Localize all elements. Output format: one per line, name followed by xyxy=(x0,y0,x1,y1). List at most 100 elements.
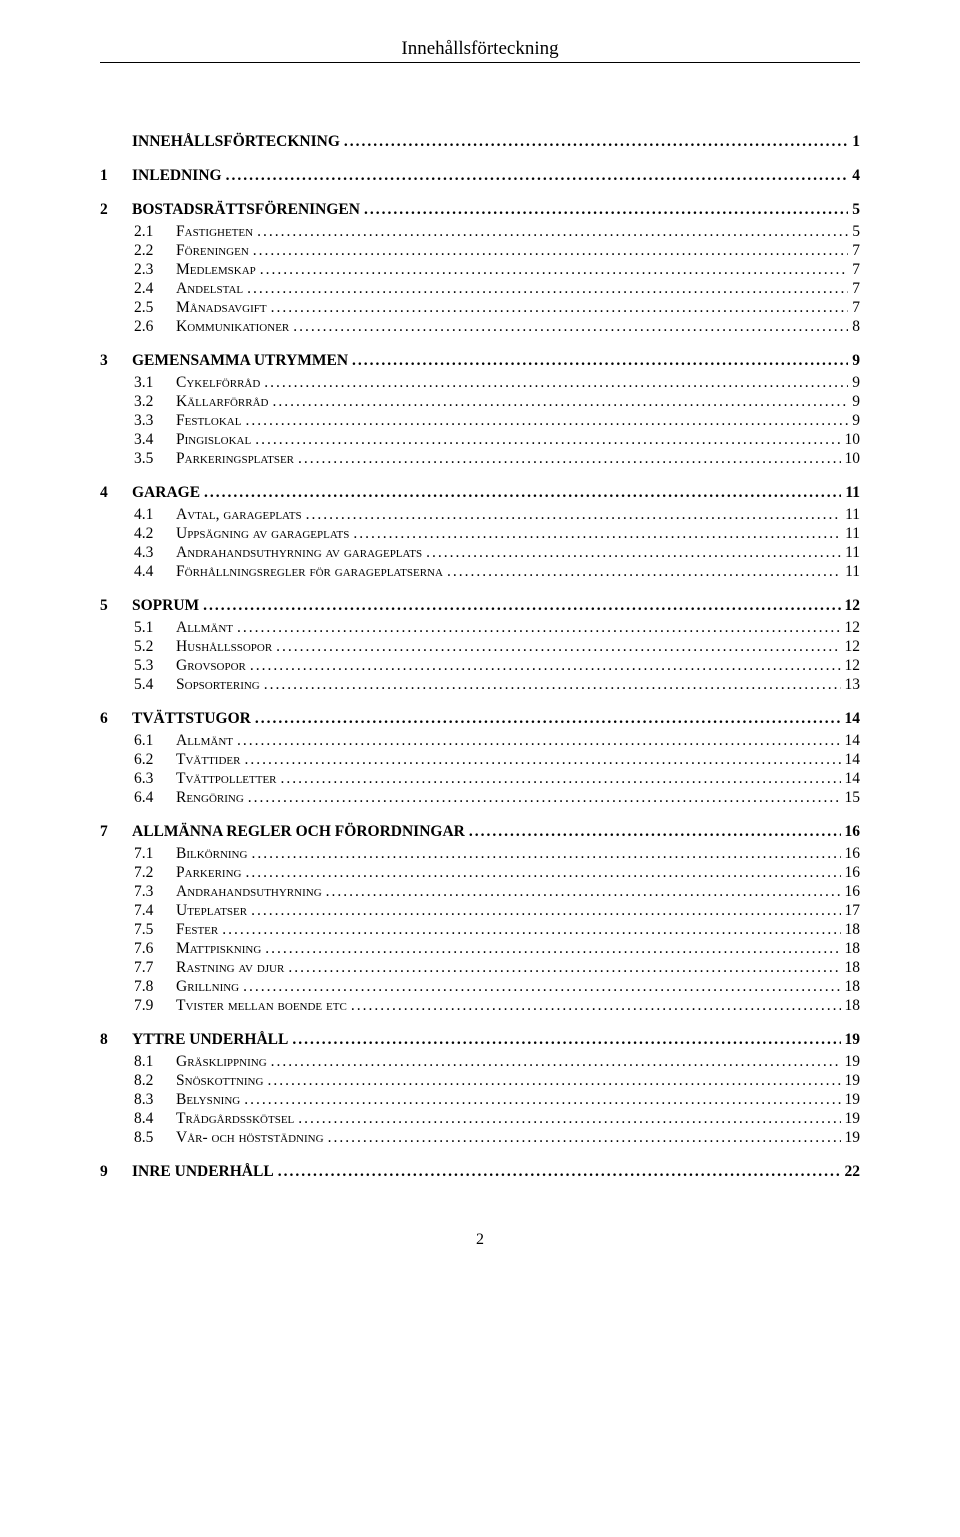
toc-entry-number: 2.2 xyxy=(134,242,170,260)
toc-entry-number: 3.2 xyxy=(134,393,170,411)
toc-entry: 8.1Gräsklippning19 xyxy=(100,1053,860,1071)
toc-leader-dots xyxy=(204,484,841,502)
toc-entry-page: 19 xyxy=(845,1072,861,1090)
toc-entry: 4.1Avtal, garageplats11 xyxy=(100,506,860,524)
toc-entry: 3.5 Parkeringsplatser 10 xyxy=(100,450,860,468)
toc-entry: 7.9Tvister mellan boende etc18 xyxy=(100,997,860,1015)
toc-entry-label: Festlokal xyxy=(176,412,241,430)
toc-entry-number: 5.4 xyxy=(134,676,170,694)
toc-entry-page: 11 xyxy=(845,544,860,562)
toc-entry: 7.6Mattpiskning18 xyxy=(100,940,860,958)
toc-entry-page: 11 xyxy=(845,525,860,543)
toc-entry-number: 3.5 xyxy=(134,450,170,468)
toc-entry-label: Parkeringsplatser xyxy=(176,450,294,468)
toc-entry-label: Pingislokal xyxy=(176,431,251,449)
toc-entry-number: 5.2 xyxy=(134,638,170,656)
toc-entry-page: 11 xyxy=(845,563,860,581)
table-of-contents: INNEHÅLLSFÖRTECKNING11INLEDNING42BOSTADS… xyxy=(100,133,860,1181)
toc-leader-dots xyxy=(271,299,849,317)
toc-entry-label: Fester xyxy=(176,921,218,939)
toc-entry-page: 9 xyxy=(852,412,860,430)
toc-leader-dots xyxy=(281,770,841,788)
toc-entry-page: 18 xyxy=(845,978,861,996)
toc-entry-page: 8 xyxy=(852,318,860,336)
toc-leader-dots xyxy=(344,133,848,151)
toc-leader-dots xyxy=(298,1110,840,1128)
toc-entry-label: Belysning xyxy=(176,1091,240,1109)
toc-leader-dots xyxy=(298,450,840,468)
toc-entry-label: Tvättpolletter xyxy=(176,770,277,788)
toc-leader-dots xyxy=(250,657,841,675)
toc-entry-number: 5.3 xyxy=(134,657,170,675)
toc-entry-page: 14 xyxy=(845,732,861,750)
toc-entry-page: 12 xyxy=(845,657,861,675)
toc-entry-page: 11 xyxy=(845,484,860,502)
toc-leader-dots xyxy=(264,374,848,392)
toc-entry-page: 16 xyxy=(845,864,861,882)
toc-entry: 7.2Parkering16 xyxy=(100,864,860,882)
toc-entry-label: Uppsägning av garageplats xyxy=(176,525,349,543)
toc-entry-label: Hushållssopor xyxy=(176,638,272,656)
toc-entry-page: 19 xyxy=(845,1091,861,1109)
toc-entry-page: 5 xyxy=(852,223,860,241)
toc-entry: 8.5Vår- och höststädning19 xyxy=(100,1129,860,1147)
toc-entry-number: 6.2 xyxy=(134,751,170,769)
toc-entry-number: 7.5 xyxy=(134,921,170,939)
toc-entry: 7.4Uteplatser17 xyxy=(100,902,860,920)
toc-entry-number: 4.2 xyxy=(134,525,170,543)
toc-entry: 3.1Cykelförråd9 xyxy=(100,374,860,392)
toc-entry: 4.3Andrahandsuthyrning av garageplats11 xyxy=(100,544,860,562)
toc-entry-label: BOSTADSRÄTTSFÖRENINGEN xyxy=(132,201,360,219)
toc-entry: 4GARAGE11 xyxy=(100,484,860,502)
toc-entry: INNEHÅLLSFÖRTECKNING1 xyxy=(100,133,860,151)
toc-entry-number: 8.1 xyxy=(134,1053,170,1071)
toc-entry-label: ALLMÄNNA REGLER OCH FÖRORDNINGAR xyxy=(132,823,465,841)
toc-entry-page: 10 xyxy=(845,450,861,468)
toc-leader-dots xyxy=(326,883,841,901)
toc-entry: 6.4Rengöring15 xyxy=(100,789,860,807)
toc-entry-label: Medlemskap xyxy=(176,261,256,279)
toc-leader-dots xyxy=(255,710,841,728)
toc-entry-number: 2.6 xyxy=(134,318,170,336)
toc-leader-dots xyxy=(245,412,848,430)
toc-entry-number: 2.5 xyxy=(134,299,170,317)
toc-leader-dots xyxy=(203,597,840,615)
toc-entry-label: Allmänt xyxy=(176,732,233,750)
toc-entry-number: 6.1 xyxy=(134,732,170,750)
toc-leader-dots xyxy=(244,1091,840,1109)
toc-entry-page: 14 xyxy=(845,770,861,788)
toc-entry-number: 2.4 xyxy=(134,280,170,298)
toc-leader-dots xyxy=(364,201,848,219)
toc-entry-page: 1 xyxy=(852,133,860,151)
toc-leader-dots xyxy=(426,544,841,562)
toc-entry: 2.6 Kommunikationer 8 xyxy=(100,318,860,336)
toc-entry: 8.4Trädgårdsskötsel19 xyxy=(100,1110,860,1128)
toc-entry-label: Grillning xyxy=(176,978,239,996)
toc-leader-dots xyxy=(271,1053,841,1071)
toc-leader-dots xyxy=(253,242,848,260)
toc-entry: 1INLEDNING4 xyxy=(100,167,860,185)
toc-entry-label: Källarförråd xyxy=(176,393,268,411)
toc-leader-dots xyxy=(226,167,849,185)
toc-entry-page: 22 xyxy=(845,1163,861,1181)
toc-entry: 2.2Föreningen7 xyxy=(100,242,860,260)
toc-leader-dots xyxy=(288,959,840,977)
toc-entry-label: Kommunikationer xyxy=(176,318,289,336)
toc-leader-dots xyxy=(257,223,848,241)
toc-leader-dots xyxy=(276,638,840,656)
toc-leader-dots xyxy=(278,1163,841,1181)
toc-entry: 3GEMENSAMMA UTRYMMEN9 xyxy=(100,352,860,370)
toc-entry-label: GEMENSAMMA UTRYMMEN xyxy=(132,352,348,370)
toc-entry-label: SOPRUM xyxy=(132,597,199,615)
toc-entry: 6.1 Allmänt 14 xyxy=(100,732,860,750)
toc-entry-page: 10 xyxy=(845,431,861,449)
toc-entry-number: 3.4 xyxy=(134,431,170,449)
toc-entry-number: 7.3 xyxy=(134,883,170,901)
toc-entry-page: 14 xyxy=(845,710,861,728)
toc-leader-dots xyxy=(306,506,841,524)
toc-leader-dots xyxy=(351,997,841,1015)
toc-entry-number: 4 xyxy=(100,484,126,502)
toc-entry-number: 4.1 xyxy=(134,506,170,524)
toc-entry-label: YTTRE UNDERHÅLL xyxy=(132,1031,288,1049)
toc-entry: 8.2Snöskottning19 xyxy=(100,1072,860,1090)
